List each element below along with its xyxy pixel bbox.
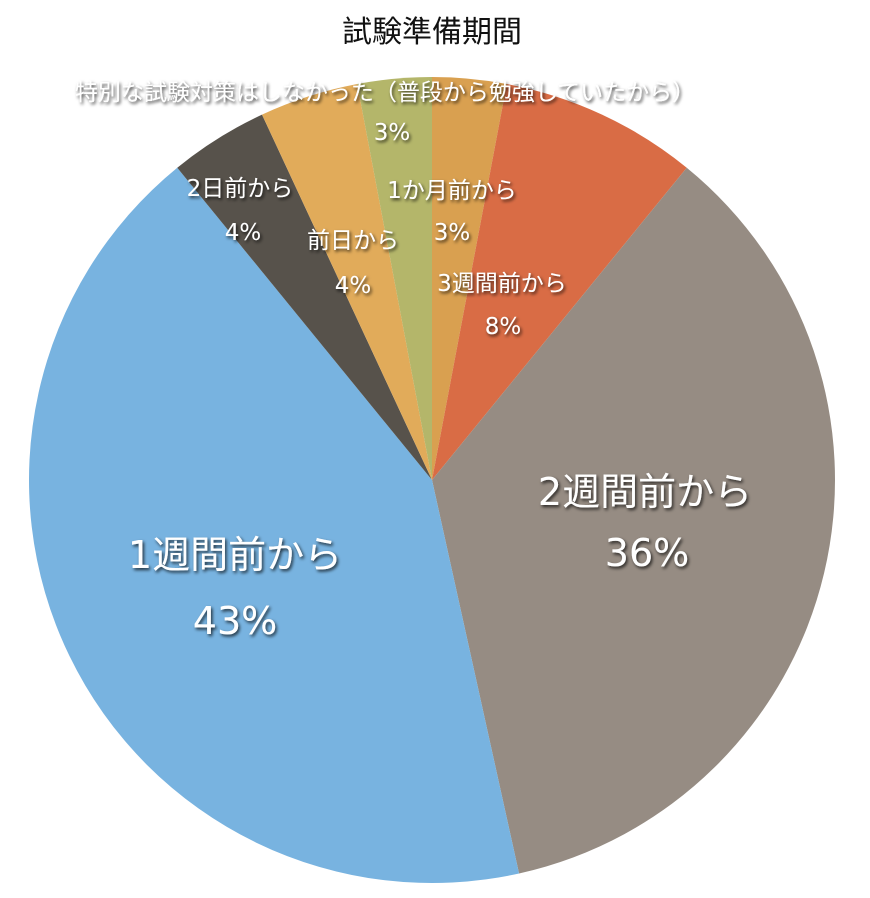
slice-label: 2週間前から xyxy=(538,470,752,514)
slice-label: 前日から xyxy=(307,228,399,254)
pie-slice xyxy=(432,167,835,874)
pie-slice xyxy=(432,83,687,481)
pie-slice xyxy=(432,77,507,480)
slice-label: 2日前から xyxy=(187,176,294,202)
slice-percent: 3% xyxy=(374,120,411,146)
pie-slice xyxy=(262,83,432,481)
slice-percent: 36% xyxy=(605,531,689,575)
slice-percent: 4% xyxy=(335,273,372,299)
chart-title: 試験準備期間 xyxy=(342,15,522,50)
pie-slice xyxy=(357,77,432,480)
slice-percent: 8% xyxy=(485,314,522,340)
pie-slice xyxy=(177,114,432,481)
slice-percent: 3% xyxy=(434,220,471,246)
slice-label: 1週間前から xyxy=(128,533,342,577)
pie-slice xyxy=(28,167,520,883)
slice-percent: 4% xyxy=(225,220,262,246)
slice-percent: 43% xyxy=(193,599,277,643)
slice-label: 3週間前から xyxy=(437,271,567,297)
slice-label: 1か月前から xyxy=(387,178,517,204)
slice-label: 特別な試験対策はしなかった（普段から勉強していたから） xyxy=(75,80,695,106)
